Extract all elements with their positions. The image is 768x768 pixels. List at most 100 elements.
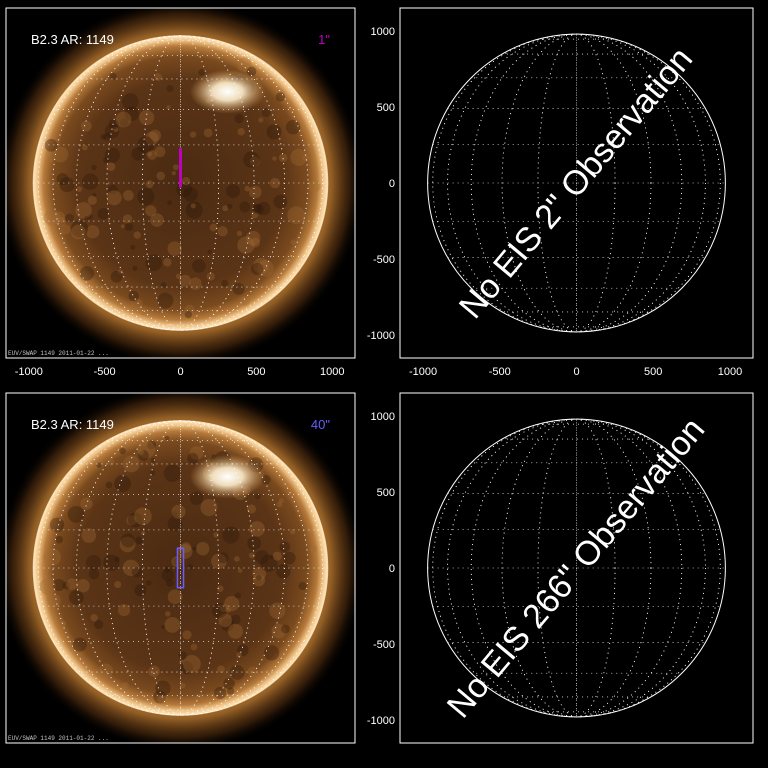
surface-feature [239, 295, 251, 307]
surface-feature [59, 620, 67, 627]
surface-feature [137, 187, 155, 206]
surface-feature [86, 225, 100, 239]
x-tick-label: 500 [644, 366, 662, 378]
surface-feature [122, 559, 140, 577]
surface-feature [117, 603, 131, 617]
surface-feature [232, 282, 245, 295]
surface-feature [100, 134, 106, 140]
surface-feature [171, 556, 183, 567]
surface-feature [271, 623, 286, 639]
surface-feature [253, 204, 264, 215]
surface-feature [287, 206, 306, 225]
surface-feature [275, 92, 286, 102]
surface-feature [67, 506, 85, 523]
surface-feature [65, 213, 74, 223]
surface-feature [127, 512, 143, 528]
surface-feature [219, 603, 229, 613]
axes-frame [399, 7, 754, 359]
surface-feature [82, 173, 99, 190]
surface-feature [87, 214, 93, 220]
surface-feature [72, 637, 87, 652]
surface-feature [234, 113, 244, 124]
surface-feature [222, 526, 240, 544]
surface-feature [206, 272, 216, 281]
surface-feature [128, 290, 139, 302]
surface-feature [255, 574, 262, 581]
surface-feature [189, 131, 197, 138]
surface-feature [120, 224, 125, 229]
eis-slit-marker [176, 547, 185, 589]
surface-feature [278, 153, 288, 163]
surface-feature [190, 643, 198, 651]
x-tick-label: 500 [247, 366, 265, 378]
surface-feature [52, 146, 69, 163]
surface-feature [90, 613, 98, 622]
surface-feature [76, 578, 90, 593]
surface-feature [80, 120, 92, 132]
surface-feature [94, 619, 104, 630]
surface-feature [252, 203, 262, 213]
x-tick-label: -1000 [409, 366, 437, 378]
surface-feature [177, 544, 193, 559]
surface-feature [106, 190, 122, 206]
surface-feature [139, 110, 155, 126]
surface-feature [245, 230, 261, 246]
surface-feature [298, 581, 307, 591]
surface-feature [147, 440, 157, 450]
surface-feature [121, 533, 135, 548]
surface-feature [236, 652, 242, 658]
surface-feature [183, 187, 198, 202]
longitude-line [106, 420, 255, 716]
slit-width-label: 1" [318, 32, 330, 47]
surface-feature [234, 592, 242, 599]
surface-feature [278, 498, 284, 504]
surface-feature [251, 262, 264, 276]
surface-feature [257, 260, 274, 277]
surface-feature [49, 517, 65, 532]
surface-feature [145, 254, 163, 272]
surface-feature [164, 611, 171, 617]
longitude-line [52, 35, 309, 331]
surface-feature [121, 93, 139, 110]
surface-feature [227, 623, 244, 639]
surface-feature [309, 544, 318, 553]
surface-feature [252, 574, 266, 587]
surface-feature [92, 192, 97, 198]
y-tick-label: 0 [389, 563, 395, 575]
surface-feature [81, 144, 88, 151]
surface-feature [105, 481, 113, 489]
surface-feature [43, 209, 61, 226]
surface-feature [119, 536, 136, 553]
surface-feature [187, 452, 199, 464]
surface-feature [187, 564, 193, 570]
surface-feature [135, 536, 143, 545]
surface-feature [217, 226, 228, 237]
surface-feature [222, 205, 229, 212]
surface-feature [253, 257, 270, 274]
surface-feature [181, 176, 191, 186]
longitude-line [106, 35, 255, 331]
surface-feature [269, 602, 286, 619]
surface-feature [179, 659, 185, 665]
surface-feature [221, 279, 229, 288]
corner-annotation: EUV/SWAP 1149 2011-01-22 ... [8, 735, 109, 742]
surface-feature [115, 111, 132, 128]
surface-feature [59, 177, 75, 193]
longitude-line [432, 33, 721, 333]
longitude-line [447, 33, 706, 333]
y-tick-label: 500 [377, 487, 395, 499]
surface-feature [110, 270, 123, 283]
surface-feature [233, 556, 240, 562]
surface-feature [130, 298, 143, 311]
surface-feature [251, 211, 259, 219]
surface-feature [260, 554, 278, 572]
surface-feature [226, 203, 233, 209]
surface-feature [280, 624, 290, 634]
surface-feature [263, 645, 280, 661]
active-region [189, 454, 266, 499]
surface-feature [211, 553, 227, 570]
surface-feature [44, 138, 58, 152]
surface-feature [104, 147, 120, 163]
corner-annotation: EUV/SWAP 1149 2011-01-22 ... [8, 350, 109, 357]
